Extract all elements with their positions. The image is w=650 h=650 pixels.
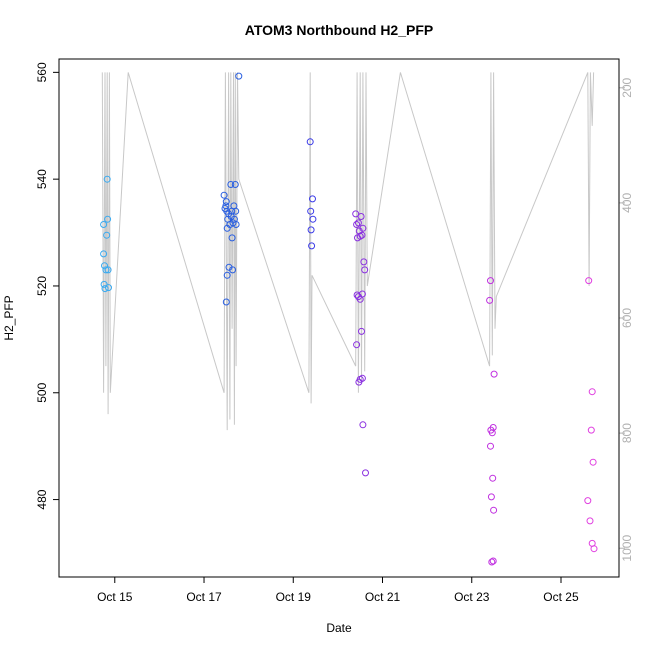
data-point [232, 207, 240, 215]
data-point [488, 558, 496, 566]
right-tick-label: 200 [620, 77, 634, 97]
data-point [105, 284, 112, 292]
data-point [486, 296, 494, 304]
altitude-trace-layer [101, 72, 595, 431]
y-tick-label: 480 [35, 489, 49, 509]
data-point [100, 250, 108, 258]
data-point [104, 266, 112, 274]
data-point [589, 458, 597, 466]
x-axis-label: Date [326, 621, 352, 635]
data-point [358, 231, 366, 239]
data-point [489, 424, 497, 431]
data-point [584, 497, 592, 505]
data-point [487, 493, 495, 501]
altitude-trace [101, 72, 595, 431]
data-point [490, 506, 498, 514]
data-point [308, 242, 316, 250]
chart-title: ATOM3 Northbound H2_PFP [245, 22, 433, 38]
data-point [232, 221, 240, 228]
data-point [352, 210, 360, 218]
right-tick-label: 1000 [620, 535, 634, 562]
right-tick-label: 600 [620, 308, 634, 328]
data-point [353, 221, 361, 228]
data-point [487, 277, 494, 285]
right-tick-label: 400 [620, 193, 634, 213]
data-point [220, 191, 228, 199]
data-point [103, 175, 111, 183]
data-point [356, 232, 364, 240]
data-point [586, 517, 594, 525]
data-point [362, 469, 369, 477]
data-point [587, 426, 595, 434]
data-point [358, 327, 365, 335]
data-point [489, 474, 497, 482]
data-point [488, 429, 496, 437]
data-point [358, 290, 366, 298]
y-tick-label: 500 [35, 382, 49, 402]
x-tick-label: Oct 15 [97, 590, 133, 604]
x-tick-label: Oct 19 [276, 590, 312, 604]
y-axis-label: H2_PFP [2, 295, 16, 340]
data-point [361, 266, 369, 274]
data-point [357, 213, 365, 220]
data-point [222, 298, 230, 306]
data-point [588, 388, 596, 396]
data-point [359, 421, 367, 429]
x-tick-label: Oct 25 [543, 590, 579, 604]
x-tick-label: Oct 21 [365, 590, 401, 604]
data-point [490, 370, 498, 378]
data-point [235, 72, 243, 80]
axes-layer: 480 500 520 540 560 Oct 15 Oct 17 Oct 19 Oct 21 O… [35, 62, 634, 604]
data-point [309, 195, 316, 203]
x-tick-label: Oct 23 [454, 590, 490, 604]
data-point [101, 285, 109, 293]
y-tick-label: 520 [35, 276, 49, 296]
y-tick-label: 560 [35, 62, 49, 82]
data-point [307, 207, 315, 215]
data-point [309, 215, 317, 223]
data-point [222, 198, 230, 206]
data-point [307, 226, 315, 234]
data-point [359, 224, 367, 232]
data-point [100, 221, 108, 228]
data-point [489, 557, 497, 565]
data-point [353, 341, 361, 349]
data-point [101, 262, 108, 270]
data-point [227, 181, 235, 188]
data-point [103, 231, 111, 239]
data-point [585, 277, 593, 285]
data-point [354, 219, 362, 227]
data-point [590, 545, 598, 553]
data-point [360, 258, 368, 266]
data-point [222, 202, 230, 210]
data-point [104, 215, 112, 223]
data-point [231, 181, 239, 188]
data-point [358, 374, 366, 382]
y-tick-label: 540 [35, 169, 49, 189]
x-tick-label: Oct 17 [186, 590, 222, 604]
plot-frame [58, 58, 620, 578]
right-tick-label: 800 [620, 423, 634, 443]
data-point [306, 138, 314, 146]
data-point [223, 271, 231, 279]
data-point [228, 234, 236, 242]
data-point [102, 266, 110, 274]
points-layer [100, 72, 598, 566]
data-point [487, 442, 494, 450]
data-point [229, 266, 237, 274]
